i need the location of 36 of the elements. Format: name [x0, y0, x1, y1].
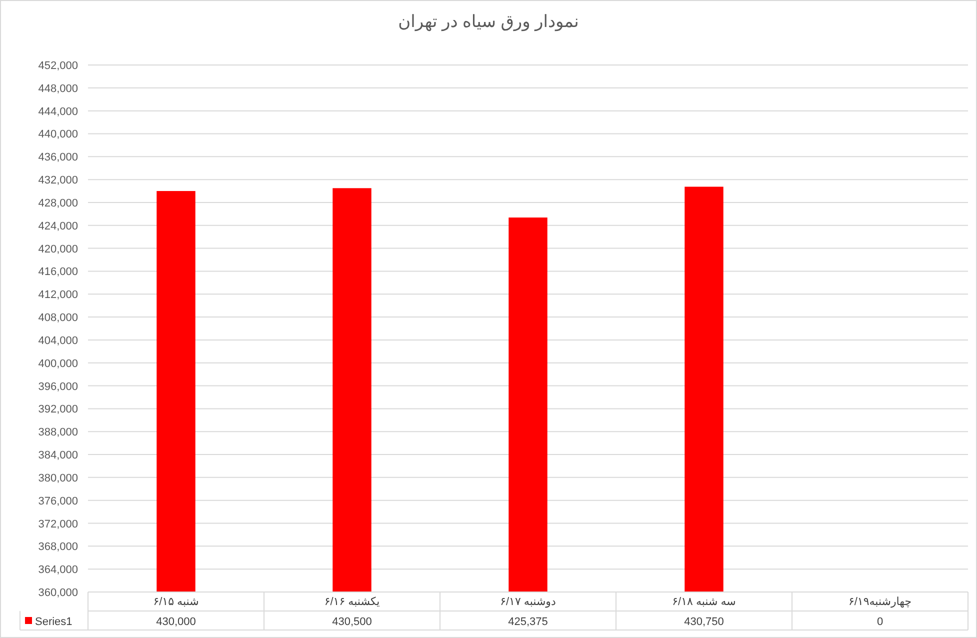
data-label: 430,500	[332, 616, 372, 628]
y-tick-label: 432,000	[38, 174, 78, 187]
y-tick-label: 416,000	[38, 266, 78, 278]
y-tick-label: 400,000	[38, 358, 78, 370]
y-tick-label: 448,000	[38, 82, 78, 95]
data-label: 430,750	[684, 616, 724, 628]
chart-title: نمودار ورق سیاه در تهران	[398, 12, 579, 32]
y-tick-label: 408,000	[38, 312, 78, 324]
y-tick-label: 420,000	[38, 243, 78, 256]
x-tick-label: چهارشنبه۶/۱۹	[848, 596, 912, 608]
x-tick-label: دوشنبه ۶/۱۷	[500, 596, 556, 608]
x-tick-label: شنبه ۶/۱۵	[153, 596, 199, 608]
y-tick-label: 436,000	[38, 152, 78, 164]
y-tick-label: 384,000	[38, 450, 78, 462]
y-tick-label: 412,000	[38, 289, 78, 302]
y-tick-label: 396,000	[38, 380, 78, 393]
y-tick-label: 380,000	[38, 472, 78, 484]
y-tick-label: 404,000	[38, 334, 78, 347]
y-tick-label: 360,000	[38, 587, 78, 599]
x-tick-label: سه شنبه ۶/۱۸	[672, 596, 736, 608]
data-label: 430,000	[156, 616, 196, 628]
x-tick-label: یکشنبه ۶/۱۶	[324, 596, 380, 608]
y-tick-label: 372,000	[38, 518, 78, 530]
y-tick-label: 428,000	[38, 197, 78, 210]
y-tick-label: 424,000	[38, 220, 78, 232]
legend-label: Series1	[35, 616, 72, 628]
y-tick-label: 376,000	[38, 495, 78, 508]
y-tick-label: 452,000	[38, 60, 78, 72]
y-tick-label: 364,000	[38, 564, 78, 576]
y-tick-label: 440,000	[38, 128, 78, 141]
text: 0	[876, 616, 884, 628]
data-label: 425,375	[508, 616, 548, 628]
y-tick-label: 392,000	[38, 404, 78, 416]
y-tick-label: 388,000	[38, 426, 78, 439]
y-tick-label: 444,000	[38, 106, 78, 118]
y-tick-label: 368,000	[38, 541, 78, 554]
